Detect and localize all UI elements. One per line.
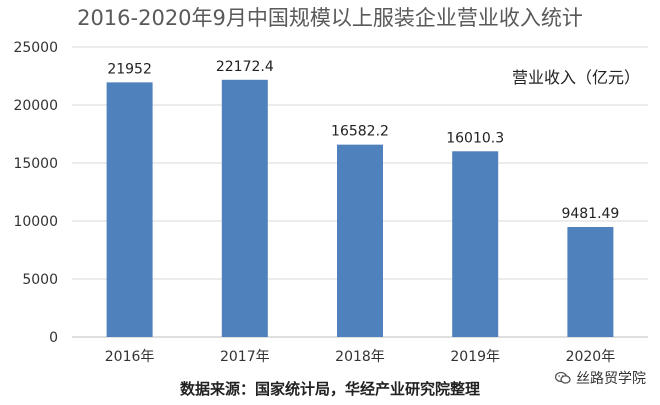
wechat-icon [555, 371, 571, 384]
x-axis-ticks: 2016年 2017年 2018年 2019年 2020年 [105, 349, 615, 365]
bar-value-label: 16582.2 [331, 124, 389, 140]
bar-chart: 0 5000 10000 15000 20000 25000 21952 22172.4 16… [13, 40, 648, 365]
x-tick-label: 2020年 [566, 349, 616, 365]
bars [106, 79, 614, 337]
y-tick-label: 25000 [13, 40, 58, 56]
y-axis-ticks: 0 5000 10000 15000 20000 25000 [13, 40, 58, 346]
bar [106, 82, 153, 337]
y-tick-label: 0 [49, 330, 58, 346]
bar-value-label: 16010.3 [446, 130, 504, 146]
x-tick-label: 2019年 [450, 349, 500, 365]
y-tick-label: 20000 [13, 98, 58, 114]
watermark-text: 丝路贸学院 [576, 371, 646, 387]
source-note: 数据来源：国家统计局，华经产业研究院整理 [179, 380, 480, 398]
y-tick-label: 5000 [22, 272, 58, 288]
bar [452, 151, 499, 337]
value-labels: 21952 22172.4 16582.2 16010.3 9481.49 [107, 59, 619, 222]
watermark: 丝路贸学院 [555, 368, 646, 388]
legend-label: 营业收入（亿元） [511, 68, 640, 87]
y-tick-label: 10000 [13, 214, 58, 230]
bar-value-label: 21952 [107, 61, 152, 77]
chart-title: 2016-2020年9月中国规模以上服装企业营业收入统计 [77, 6, 583, 30]
bar [221, 79, 268, 337]
x-tick-label: 2017年 [220, 349, 270, 365]
bar-value-label: 22172.4 [216, 59, 274, 75]
bar [567, 227, 614, 337]
y-tick-label: 15000 [13, 156, 58, 172]
x-tick-label: 2018年 [335, 349, 385, 365]
bar [337, 144, 383, 337]
bar-value-label: 9481.49 [561, 206, 619, 222]
x-tick-label: 2016年 [105, 349, 155, 365]
